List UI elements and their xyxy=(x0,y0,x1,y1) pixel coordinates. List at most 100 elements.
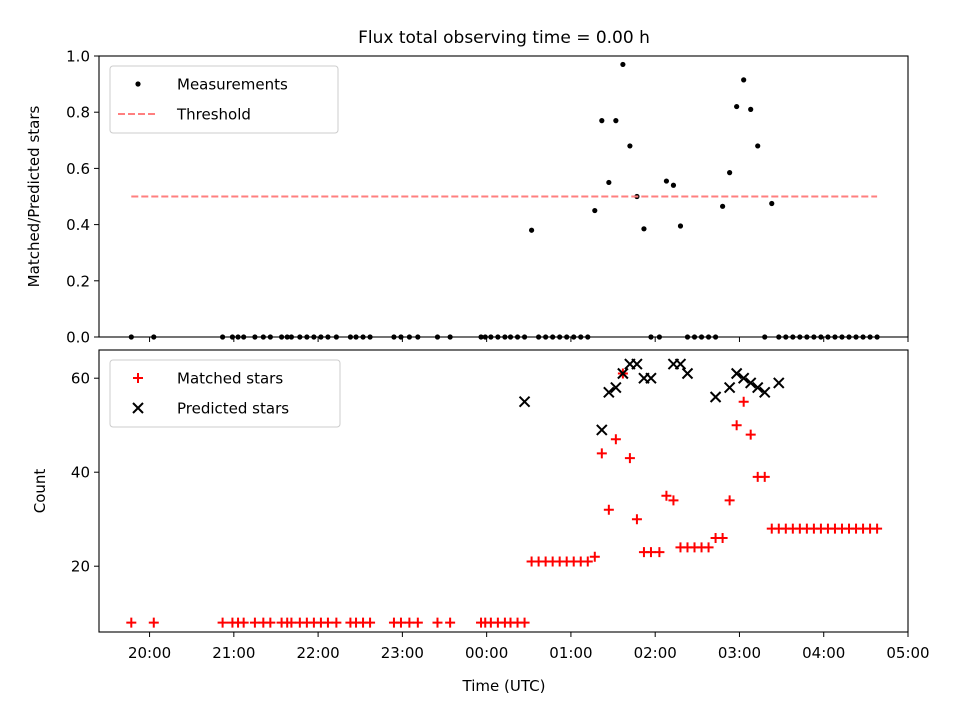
matched-star-point xyxy=(645,547,656,558)
matched-star-point xyxy=(610,434,621,445)
y-tick-label: 0.6 xyxy=(66,160,90,178)
measurement-point xyxy=(606,179,612,186)
matched-star-point xyxy=(404,617,415,628)
matched-star-point xyxy=(596,448,607,459)
measurement-point xyxy=(528,227,535,233)
matched-star-point xyxy=(703,542,714,553)
legend-x-marker xyxy=(132,402,144,414)
measurement-point xyxy=(734,103,740,110)
measurement-point xyxy=(677,223,684,229)
x-tick-label: 23:00 xyxy=(381,644,424,662)
predicted-star-point xyxy=(631,358,643,370)
legend-box xyxy=(109,65,339,134)
matched-star-point xyxy=(717,533,728,543)
measurement-point xyxy=(663,178,670,184)
top-panel: 0.0 0.2 0.4 0.6 0.8 1.0 Matched/Predicted star… xyxy=(25,48,909,347)
predicted-star-point xyxy=(681,367,694,380)
y-tick-label: 1.0 xyxy=(66,48,90,66)
predicted-star-point xyxy=(752,381,764,394)
matched-star-point xyxy=(759,471,770,482)
matched-star-point xyxy=(603,504,614,515)
legend: Measurements Threshold xyxy=(109,65,339,134)
measurement-point xyxy=(727,170,733,176)
x-tick-label: 01:00 xyxy=(549,644,592,662)
matched-star-point xyxy=(589,551,600,562)
matched-star-point xyxy=(249,617,260,628)
predicted-star-point xyxy=(603,386,615,399)
matched-star-point xyxy=(126,617,137,628)
matched-star-point xyxy=(745,429,756,440)
predicted-star-point xyxy=(759,386,771,399)
x-tick-label: 04:00 xyxy=(802,644,845,662)
matched-star-point xyxy=(738,396,749,407)
measurement-point xyxy=(627,143,633,149)
matched-star-point xyxy=(624,453,635,464)
x-tick-label: 02:00 xyxy=(634,644,677,662)
x-tick-label: 20:00 xyxy=(128,644,171,662)
x-axis-label: Time (UTC) xyxy=(462,677,546,695)
y-tick-label: 20 xyxy=(71,558,90,576)
matched-star-point xyxy=(582,556,593,567)
y-tick-label: 0.2 xyxy=(66,272,90,290)
y-axis-label: Matched/Predicted stars xyxy=(25,106,43,288)
x-tick-label: 21:00 xyxy=(212,644,255,662)
measurement-point xyxy=(641,226,647,232)
y-tick-label: 60 xyxy=(71,370,90,388)
y-axis-label: Count xyxy=(31,469,49,514)
measurement-point xyxy=(755,143,761,149)
legend: Matched stars Predicted stars xyxy=(109,359,341,428)
matched-star-point xyxy=(217,617,228,628)
series-predicted-stars xyxy=(518,358,785,436)
matched-star-point xyxy=(654,547,665,558)
measurement-point xyxy=(613,118,619,124)
measurement-point xyxy=(769,200,775,207)
measurement-point xyxy=(720,203,726,209)
legend-entry-label: Matched stars xyxy=(177,370,283,388)
predicted-star-point xyxy=(737,372,750,384)
x-tick-label: 00:00 xyxy=(465,644,508,662)
matched-star-point xyxy=(731,420,742,431)
matched-star-point xyxy=(668,495,679,506)
y-tick-label: 0.4 xyxy=(66,216,90,234)
axes-frame xyxy=(98,55,909,338)
predicted-star-point xyxy=(596,424,608,436)
bottom-panel: 20 40 60 20:00 21:00 22:00 23:00 00:00 01:00 02:0… xyxy=(31,349,930,662)
y-tick-label: 0.0 xyxy=(66,329,90,347)
x-tick-label: 03:00 xyxy=(718,644,761,662)
matched-star-point xyxy=(432,617,443,628)
matched-star-point xyxy=(265,617,276,628)
matched-star-point xyxy=(238,617,249,628)
measurement-point xyxy=(620,61,626,68)
legend-entry-label: Predicted stars xyxy=(177,400,289,418)
matched-star-point xyxy=(631,514,642,525)
chart-title: Flux total observing time = 0.00 h xyxy=(358,28,650,48)
matched-star-point xyxy=(322,617,333,628)
axes-frame xyxy=(98,349,909,633)
measurement-point xyxy=(599,118,605,124)
matched-star-point xyxy=(661,490,672,501)
predicted-star-point xyxy=(723,381,736,394)
legend-box xyxy=(109,359,341,428)
x-tick-label: 22:00 xyxy=(296,644,339,662)
x-tick-label: 05:00 xyxy=(886,644,929,662)
predicted-star-point xyxy=(709,391,722,403)
legend-entry-label: Threshold xyxy=(176,106,251,124)
measurement-point xyxy=(592,207,598,214)
predicted-star-point xyxy=(518,395,531,408)
y-tick-label: 40 xyxy=(71,464,90,482)
legend-plus-marker xyxy=(133,373,143,383)
series-matched-stars xyxy=(126,368,883,628)
measurement-point xyxy=(741,77,747,83)
measurement-point xyxy=(670,182,677,188)
matched-star-point xyxy=(445,617,456,628)
predicted-star-point xyxy=(744,377,757,389)
legend-dot-marker xyxy=(135,81,141,87)
legend-entry-label: Measurements xyxy=(177,76,288,94)
matched-star-point xyxy=(519,617,530,628)
predicted-star-point xyxy=(674,358,687,370)
predicted-star-point xyxy=(610,381,622,394)
matched-star-point xyxy=(331,617,342,628)
matched-star-point xyxy=(395,617,406,628)
matched-star-point xyxy=(148,617,159,628)
